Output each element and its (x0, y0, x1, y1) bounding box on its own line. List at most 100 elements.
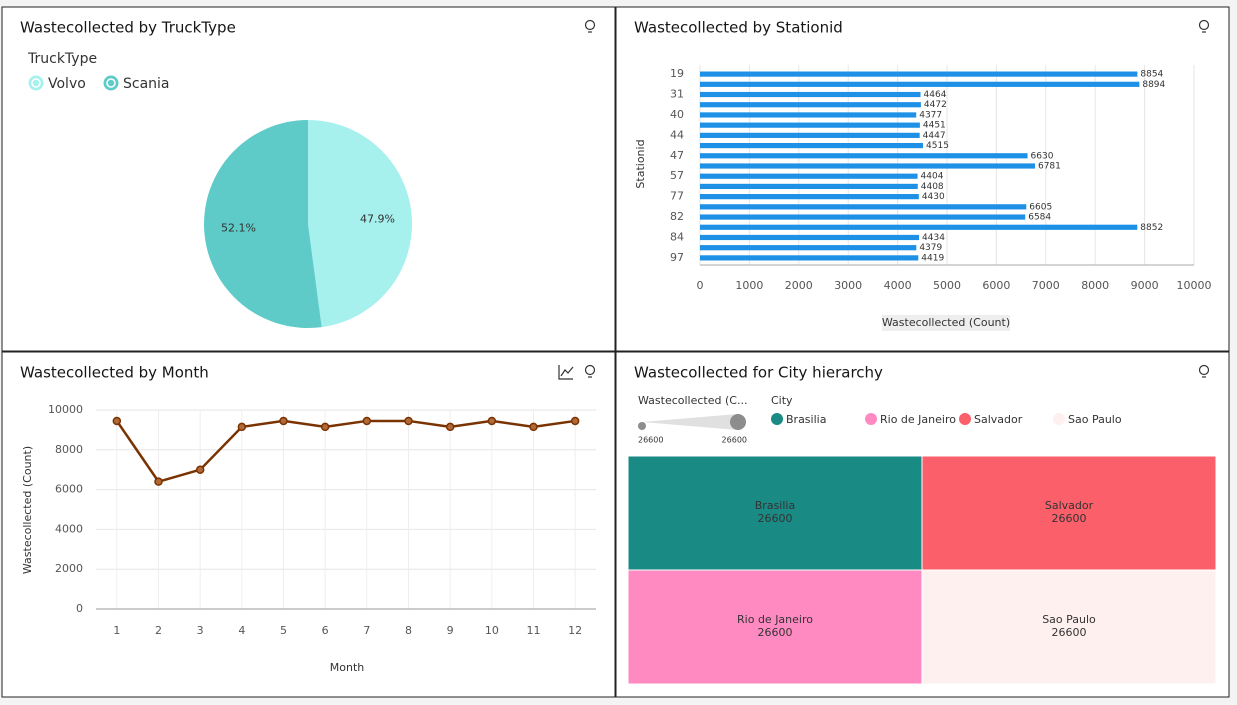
bar (700, 224, 1138, 230)
marker (237, 422, 247, 432)
y-tick-label: 31 (670, 88, 684, 101)
legend-label: Brasilia (786, 413, 826, 426)
pie-slice (308, 120, 413, 328)
tile-value: 26600 (1052, 512, 1087, 525)
marker (154, 477, 163, 486)
y-tick-label: 84 (670, 230, 684, 243)
marker (445, 422, 455, 432)
legend-swatch (959, 413, 971, 425)
marker (404, 416, 413, 426)
x-tick-label: 1000 (735, 279, 763, 292)
y-tick-label: 97 (670, 251, 684, 264)
y-axis-label: Wastecollected (Count) (21, 446, 34, 574)
y-tick-label: 2000 (55, 562, 83, 575)
bar (700, 122, 920, 128)
marker (195, 465, 205, 474)
size-legend-max (730, 414, 746, 430)
data-label: 6630 (1031, 151, 1054, 161)
data-label: 4379 (919, 243, 942, 253)
marker (529, 422, 538, 432)
panel (1, 351, 616, 698)
data-label: 8854 (1140, 70, 1163, 80)
data-label: 4434 (922, 233, 945, 243)
treemap-tile (921, 569, 1217, 685)
data-label: 4419 (921, 253, 944, 263)
data-label: 4404 (921, 172, 944, 182)
legend-label: Rio de Janeiro (880, 413, 956, 426)
x-tick-label: 10000 (1177, 279, 1212, 292)
marker (112, 416, 122, 426)
marker (487, 416, 497, 426)
x-tick-label: 5 (280, 624, 287, 637)
bar (700, 255, 919, 261)
tile-label: Brasilia (755, 499, 795, 512)
x-tick-label: 7000 (1032, 279, 1060, 292)
legend-label: Sao Paulo (1068, 413, 1122, 426)
x-axis-label: Month (330, 661, 365, 674)
bar (700, 91, 921, 98)
insight-icon[interactable] (584, 364, 596, 378)
marker (279, 416, 288, 426)
chart-type-icon[interactable] (558, 365, 574, 380)
treemap-tile (921, 455, 1217, 571)
tile-label: Salvador (1045, 499, 1094, 512)
data-label: 4472 (924, 100, 947, 110)
data-label: 4451 (923, 121, 946, 131)
y-tick-label: 57 (670, 169, 684, 182)
y-tick-label: 8000 (55, 443, 83, 456)
y-tick-label: 19 (670, 67, 684, 80)
data-label: 8852 (1140, 223, 1163, 233)
legend-title: Wastecollected (C... (638, 394, 747, 407)
chart-title: Wastecollected for City hierarchy (634, 364, 883, 382)
x-tick-label: 1 (113, 624, 120, 637)
x-tick-label: 2 (155, 624, 162, 637)
data-label: 4515 (926, 141, 949, 151)
bar (700, 214, 1026, 220)
bar (700, 173, 918, 179)
bar (700, 112, 917, 118)
x-tick-label: 11 (527, 624, 541, 637)
data-label: 4447 (923, 131, 946, 141)
size-legend-label: 26600 (722, 436, 747, 445)
bar (700, 245, 917, 251)
marker (320, 422, 330, 432)
data-label: 4377 (919, 110, 942, 120)
bar (700, 183, 918, 190)
chart-title: Wastecollected by Month (20, 364, 209, 382)
legend-swatch (865, 413, 877, 425)
data-label: 52.1% (221, 222, 256, 235)
data-label: 6781 (1038, 162, 1061, 172)
legend-swatch (106, 78, 116, 88)
legend-swatch (1053, 413, 1065, 425)
x-tick-label: 10 (485, 624, 499, 637)
bar (700, 153, 1028, 159)
x-tick-label: 3 (197, 624, 204, 637)
data-label: 47.9% (360, 212, 395, 225)
legend-title: TruckType (27, 51, 97, 67)
insight-icon[interactable] (1198, 364, 1210, 378)
legend-label: Scania (123, 76, 170, 92)
pie-slice (204, 120, 322, 328)
insight-icon[interactable] (1198, 19, 1210, 33)
x-tick-label: 6 (322, 624, 329, 637)
size-legend-min (638, 422, 646, 430)
bar (700, 102, 921, 108)
bar (700, 71, 1138, 77)
bar (700, 163, 1035, 169)
insight-icon[interactable] (584, 19, 596, 33)
tile-label: Sao Paulo (1042, 613, 1096, 626)
bar (700, 81, 1140, 87)
legend-swatch (31, 78, 41, 88)
legend-title: City (771, 394, 793, 407)
x-tick-label: 9000 (1131, 279, 1159, 292)
treemap-tile (627, 455, 923, 571)
x-tick-label: 7 (363, 624, 370, 637)
x-tick-label: 4000 (884, 279, 912, 292)
tile-label: Rio de Janeiro (737, 613, 813, 626)
y-tick-label: 4000 (55, 522, 83, 535)
x-tick-label: 2000 (785, 279, 813, 292)
marker (362, 416, 372, 426)
tile-value: 26600 (758, 626, 793, 639)
